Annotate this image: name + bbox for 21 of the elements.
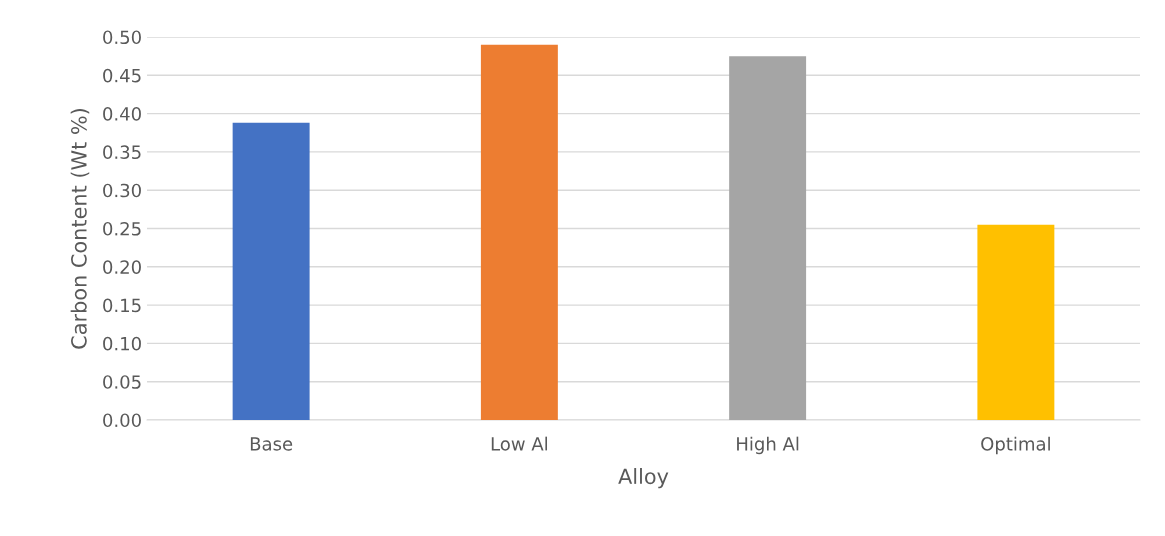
y-tick-label: 0.20	[103, 260, 141, 274]
x-axis-title: Alloy	[618, 468, 669, 489]
y-tick-label: 0.45	[103, 68, 141, 83]
y-tick-label: 0.35	[103, 145, 141, 160]
y-tick-label: 0.00	[103, 413, 141, 428]
bar	[729, 56, 807, 420]
x-tick-label: Low Al	[491, 436, 548, 451]
y-tick-label: 0.25	[103, 221, 141, 236]
bar	[480, 44, 558, 420]
y-axis-title: Carbon Content (Wt %)	[70, 108, 90, 349]
y-tick-label: 0.10	[103, 336, 141, 351]
x-tick-label: Optimal	[981, 436, 1050, 455]
y-tick-label: 0.15	[103, 298, 141, 313]
y-tick-label: 0.50	[103, 30, 141, 45]
x-tick-label: High Al	[737, 436, 799, 455]
bar	[977, 224, 1055, 420]
x-tick-label: Base	[250, 437, 293, 451]
y-tick-label: 0.30	[103, 183, 141, 198]
y-tick-label: 0.40	[103, 107, 141, 121]
bar	[232, 122, 310, 420]
y-tick-label: 0.05	[103, 375, 141, 389]
